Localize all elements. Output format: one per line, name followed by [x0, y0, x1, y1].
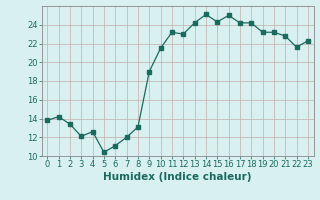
X-axis label: Humidex (Indice chaleur): Humidex (Indice chaleur) — [103, 172, 252, 182]
